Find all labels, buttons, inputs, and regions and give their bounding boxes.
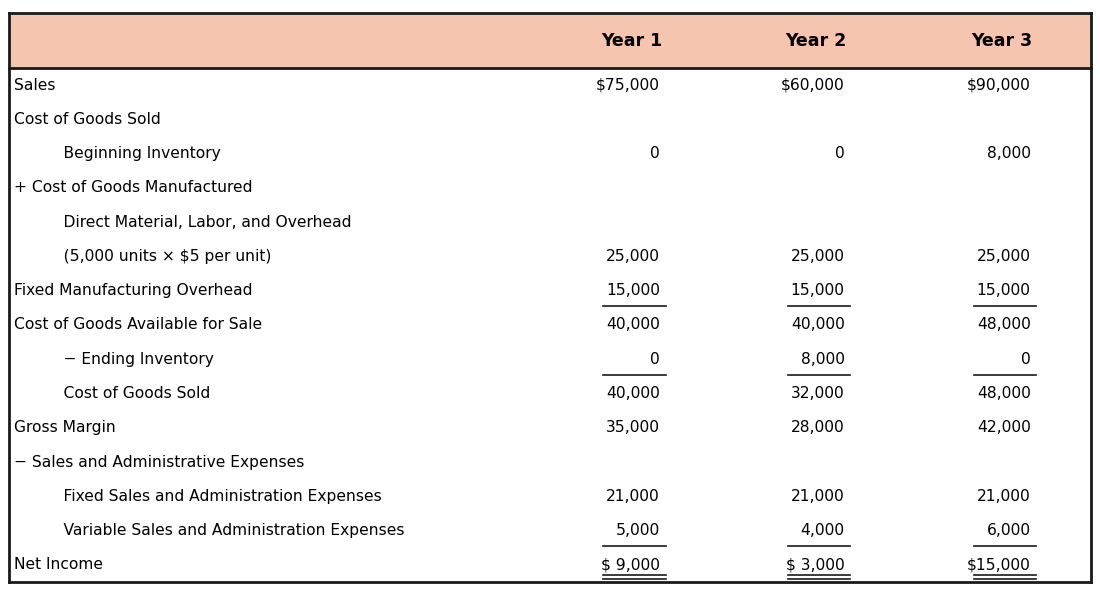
Text: 40,000: 40,000	[606, 386, 660, 401]
Text: Cost of Goods Sold: Cost of Goods Sold	[14, 112, 161, 127]
Text: $15,000: $15,000	[967, 557, 1031, 572]
Text: $ 9,000: $ 9,000	[601, 557, 660, 572]
Text: 48,000: 48,000	[977, 318, 1031, 333]
Text: 4,000: 4,000	[801, 523, 845, 538]
Text: 21,000: 21,000	[606, 489, 660, 504]
Text: Year 1: Year 1	[601, 32, 662, 49]
Text: Direct Material, Labor, and Overhead: Direct Material, Labor, and Overhead	[44, 215, 352, 229]
Text: 5,000: 5,000	[616, 523, 660, 538]
Text: 48,000: 48,000	[977, 386, 1031, 401]
Text: 25,000: 25,000	[791, 249, 845, 264]
Text: 15,000: 15,000	[977, 283, 1031, 298]
Text: Beginning Inventory: Beginning Inventory	[44, 146, 221, 161]
Text: 0: 0	[650, 146, 660, 161]
Text: − Ending Inventory: − Ending Inventory	[44, 352, 213, 367]
Text: 40,000: 40,000	[606, 318, 660, 333]
Text: 8,000: 8,000	[987, 146, 1031, 161]
Text: Cost of Goods Sold: Cost of Goods Sold	[44, 386, 210, 401]
Text: Year 3: Year 3	[971, 32, 1033, 49]
Bar	[9, 13, 1091, 68]
Text: 0: 0	[650, 352, 660, 367]
Text: 15,000: 15,000	[606, 283, 660, 298]
Text: + Cost of Goods Manufactured: + Cost of Goods Manufactured	[14, 181, 253, 195]
Text: 21,000: 21,000	[977, 489, 1031, 504]
Text: 28,000: 28,000	[791, 420, 845, 435]
Text: Net Income: Net Income	[14, 557, 103, 572]
Text: 8,000: 8,000	[801, 352, 845, 367]
Text: $75,000: $75,000	[596, 77, 660, 92]
Text: − Sales and Administrative Expenses: − Sales and Administrative Expenses	[14, 455, 305, 470]
Text: Gross Margin: Gross Margin	[14, 420, 117, 435]
Text: Variable Sales and Administration Expenses: Variable Sales and Administration Expens…	[44, 523, 405, 538]
Text: 25,000: 25,000	[977, 249, 1031, 264]
Text: Sales: Sales	[14, 77, 56, 92]
Text: 32,000: 32,000	[791, 386, 845, 401]
Text: 15,000: 15,000	[791, 283, 845, 298]
Text: 6,000: 6,000	[987, 523, 1031, 538]
Text: $60,000: $60,000	[781, 77, 845, 92]
Text: Cost of Goods Available for Sale: Cost of Goods Available for Sale	[14, 318, 263, 333]
Text: 0: 0	[835, 146, 845, 161]
Text: Fixed Manufacturing Overhead: Fixed Manufacturing Overhead	[14, 283, 253, 298]
Text: Fixed Sales and Administration Expenses: Fixed Sales and Administration Expenses	[44, 489, 382, 504]
Text: $ 3,000: $ 3,000	[786, 557, 845, 572]
Text: 25,000: 25,000	[606, 249, 660, 264]
Text: 21,000: 21,000	[791, 489, 845, 504]
Text: 35,000: 35,000	[606, 420, 660, 435]
Text: Year 2: Year 2	[785, 32, 847, 49]
Text: (5,000 units × $5 per unit): (5,000 units × $5 per unit)	[44, 249, 272, 264]
Text: 42,000: 42,000	[977, 420, 1031, 435]
Text: 0: 0	[1021, 352, 1031, 367]
Text: $90,000: $90,000	[967, 77, 1031, 92]
Text: 40,000: 40,000	[791, 318, 845, 333]
